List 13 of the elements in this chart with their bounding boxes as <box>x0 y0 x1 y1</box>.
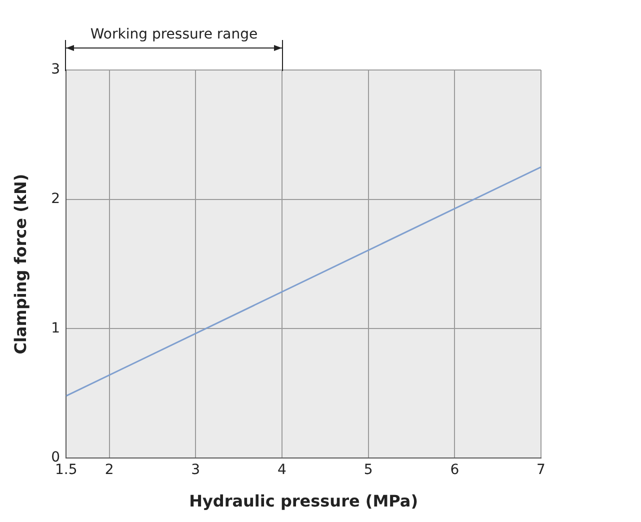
y-tick-label: 2 <box>51 190 60 207</box>
y-tick-label: 1 <box>51 320 60 336</box>
y-tick-label: 3 <box>51 62 60 78</box>
x-tick-label: 4 <box>278 462 287 478</box>
x-tick-label: 3 <box>191 462 200 478</box>
text: Working pressure range <box>90 26 258 43</box>
x-tick-label: 5 <box>364 462 373 478</box>
x-axis-title: Hydraulic pressure (MPa) <box>189 492 418 511</box>
y-axis-title: Clamping force (kN) <box>10 174 30 354</box>
x-tick-label: 2 <box>104 462 114 478</box>
x-tick-label: 6 <box>450 462 460 478</box>
x-tick-label: 7 <box>536 462 546 478</box>
x-tick-label: 1.5 <box>54 462 78 478</box>
